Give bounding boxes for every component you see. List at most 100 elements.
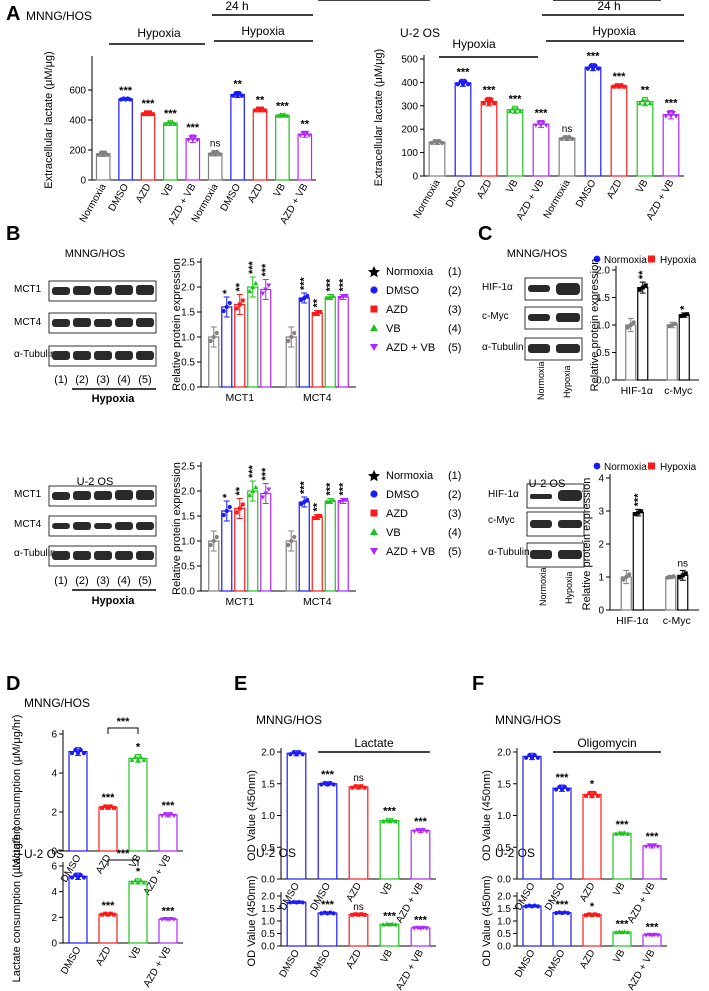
data-point (424, 926, 430, 931)
legend-marker-azd (370, 305, 378, 313)
panel-a-hypoxia-2-u2os: Hypoxia (592, 24, 636, 38)
data-point (455, 82, 460, 87)
bar (480, 100, 498, 177)
panel-b-blot-mnng: MNNG/HOS MCT1 MCT4 α-Tubulin (1) (2) (3)… (14, 248, 157, 405)
data-point (535, 755, 541, 760)
significance-label: *** (414, 816, 428, 828)
data-point (536, 120, 542, 126)
data-point (172, 121, 178, 126)
blot-band (52, 523, 70, 529)
data-point (621, 577, 626, 582)
y-tick-label: 1.0 (497, 811, 511, 822)
significance-label: * (590, 901, 595, 913)
y-tick-label: 1.0 (596, 321, 610, 332)
lane-label: (1) (54, 575, 67, 587)
panel-b-blot-row-mct1-u2os: MCT1 (14, 489, 42, 500)
data-point (359, 784, 364, 789)
data-point (221, 512, 226, 518)
y-tick-label: 0 (51, 939, 57, 950)
data-point (312, 312, 317, 316)
blot-frame (526, 542, 585, 568)
blot-band (52, 319, 70, 327)
significance-label: *** (383, 911, 397, 923)
significance-label: ** (301, 118, 310, 130)
data-point (143, 110, 148, 115)
y-tick-label: 2 (598, 540, 604, 551)
data-point (312, 516, 317, 520)
data-point (553, 910, 559, 916)
significance-label: *** (646, 831, 660, 843)
panel-c-blot-row-myc-u2os: c-Myc (488, 515, 515, 526)
data-point (593, 63, 598, 68)
data-point (389, 817, 395, 822)
x-tick-label: DMSO (59, 945, 84, 977)
bar (428, 141, 446, 177)
data-point (532, 903, 537, 908)
legend-marker-normoxia (593, 255, 601, 263)
panel-c-blot-title-mnng: MNNG/HOS (507, 248, 568, 260)
data-point (592, 912, 597, 917)
data-point (590, 913, 594, 918)
bar (582, 914, 602, 947)
data-point (132, 754, 138, 759)
data-point (393, 818, 399, 824)
data-point (292, 534, 297, 540)
chart-A2: 0 100 200 300 400 500 Extracellular lactate (μ… (373, 49, 684, 222)
y-tick-label: 400 (401, 78, 418, 89)
data-point (148, 110, 153, 115)
data-point (587, 912, 592, 917)
data-point (168, 812, 174, 817)
bar (665, 576, 677, 611)
data-point (440, 140, 445, 146)
data-point (302, 133, 308, 138)
data-point (190, 138, 196, 143)
bar (234, 303, 246, 388)
blot-band (52, 351, 70, 360)
chart-A1: 0 200 400 600 Extracellular lactate (μM/μg) N… (43, 51, 316, 226)
significance-label: *** (247, 260, 259, 274)
data-point (637, 100, 643, 106)
data-point (100, 805, 105, 810)
x-tick-label: VB (504, 178, 520, 195)
data-point (538, 123, 544, 128)
data-point (304, 131, 310, 136)
lane-label: (5) (138, 575, 151, 587)
bar (379, 923, 400, 947)
data-point (356, 912, 361, 917)
bar (678, 314, 690, 381)
significance-label: ** (256, 94, 265, 106)
panel-letter-d: D (6, 673, 20, 695)
significance-bracket (107, 859, 139, 866)
legend-num: (3) (448, 304, 461, 316)
data-point (584, 913, 589, 918)
data-point (105, 152, 110, 157)
y-tick-label: 1.5 (596, 293, 610, 304)
x-tick-label: VB (611, 948, 627, 965)
y-axis-label: Relative protein expression (171, 462, 183, 595)
bar (158, 814, 178, 852)
data-point (565, 910, 571, 916)
significance-label: *** (162, 906, 176, 918)
legend-label: VB (386, 323, 401, 335)
panel-e-title-mnng: MNNG/HOS (256, 713, 322, 727)
lane-label: (5) (138, 374, 151, 386)
blot-frame (524, 337, 583, 361)
data-point (275, 113, 281, 118)
significance-label: *** (616, 819, 630, 831)
blot-band (556, 283, 580, 295)
data-point (282, 112, 287, 117)
data-point (135, 880, 141, 885)
bar (348, 913, 369, 947)
significance-label: *** (613, 71, 627, 83)
data-point (108, 911, 113, 916)
significance-label: ** (637, 270, 649, 279)
data-point (165, 813, 171, 819)
blot-band (73, 491, 91, 500)
y-tick-label: 0.0 (261, 942, 275, 953)
data-point (111, 805, 116, 810)
data-point (103, 804, 108, 809)
data-point (297, 899, 302, 905)
data-point (214, 534, 219, 540)
y-tick-label: 0 (51, 847, 57, 858)
